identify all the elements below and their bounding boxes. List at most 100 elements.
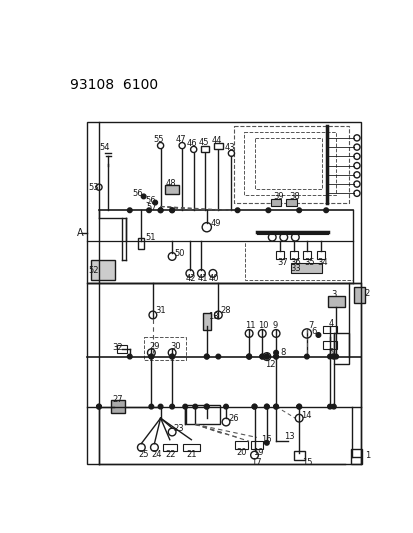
Text: 56: 56 [145, 196, 155, 205]
Text: 39: 39 [273, 192, 284, 201]
Bar [289, 251, 297, 259]
Text: 27: 27 [113, 395, 123, 404]
Text: 48: 48 [166, 179, 176, 188]
Bar [243, 132, 335, 195]
Circle shape [316, 333, 320, 337]
Text: 11: 11 [244, 321, 255, 330]
Circle shape [327, 354, 332, 359]
Text: 41: 41 [197, 274, 208, 284]
Circle shape [223, 405, 228, 409]
Bar [165, 185, 179, 194]
Text: 43: 43 [224, 143, 235, 151]
Text: 3: 3 [331, 290, 336, 300]
Text: 37: 37 [276, 258, 287, 267]
Circle shape [296, 405, 301, 409]
Bar [250, 441, 262, 449]
Bar [87, 284, 360, 464]
Circle shape [149, 354, 153, 359]
Circle shape [141, 194, 146, 199]
Circle shape [331, 354, 335, 359]
Circle shape [152, 200, 157, 205]
Text: 18: 18 [208, 312, 218, 321]
Circle shape [97, 405, 101, 409]
Bar [316, 251, 324, 259]
Text: 33: 33 [289, 263, 300, 272]
Bar [202, 313, 210, 330]
Bar [143, 337, 185, 360]
Bar [353, 287, 364, 303]
Text: 7: 7 [308, 321, 313, 330]
Circle shape [127, 208, 132, 213]
Text: 55: 55 [153, 135, 164, 144]
Circle shape [273, 354, 278, 359]
Circle shape [204, 405, 209, 409]
Bar [116, 345, 127, 353]
Bar [162, 443, 176, 451]
Circle shape [331, 405, 335, 409]
Bar [270, 199, 281, 206]
Bar [254, 138, 321, 189]
Circle shape [296, 208, 301, 213]
Bar [111, 400, 125, 413]
Circle shape [273, 354, 278, 359]
Text: 38: 38 [288, 192, 299, 201]
Text: 10: 10 [258, 321, 268, 330]
Circle shape [304, 354, 309, 359]
Circle shape [169, 208, 174, 213]
Circle shape [264, 405, 268, 409]
Circle shape [273, 405, 278, 409]
Circle shape [259, 354, 264, 359]
Circle shape [149, 354, 153, 359]
Circle shape [264, 354, 268, 359]
Text: 5: 5 [328, 348, 333, 357]
Text: 52: 52 [88, 266, 98, 275]
Text: 54: 54 [99, 143, 109, 151]
Circle shape [169, 354, 174, 359]
Circle shape [158, 208, 162, 213]
Text: 30: 30 [170, 342, 181, 351]
Text: 93108  6100: 93108 6100 [69, 78, 157, 92]
Bar [233, 126, 349, 203]
Circle shape [146, 208, 151, 213]
Text: 4: 4 [328, 319, 333, 328]
Bar [285, 199, 296, 206]
Text: 46: 46 [186, 139, 197, 148]
Text: A: A [77, 228, 83, 238]
Text: 44: 44 [211, 136, 221, 144]
Text: 50: 50 [174, 249, 185, 258]
Circle shape [169, 405, 174, 409]
Text: 13: 13 [283, 432, 294, 441]
Bar [322, 341, 336, 349]
Text: 32: 32 [112, 343, 122, 352]
Text: 2: 2 [364, 289, 369, 298]
Circle shape [192, 405, 197, 409]
Circle shape [158, 208, 162, 213]
Text: 9: 9 [272, 321, 277, 330]
Text: 34: 34 [317, 258, 328, 267]
Circle shape [127, 354, 132, 359]
Circle shape [252, 405, 256, 409]
Circle shape [169, 208, 174, 213]
Circle shape [259, 354, 264, 359]
Bar [322, 326, 336, 334]
Text: 29: 29 [150, 342, 160, 351]
Circle shape [246, 354, 251, 359]
Circle shape [204, 354, 209, 359]
Circle shape [183, 405, 187, 409]
Text: 26: 26 [228, 414, 238, 423]
Text: 53: 53 [88, 183, 99, 192]
Circle shape [264, 440, 268, 445]
Text: 6: 6 [311, 327, 316, 336]
Bar [333, 334, 349, 364]
Text: 14: 14 [301, 410, 311, 419]
Text: 57: 57 [146, 203, 156, 212]
Text: 42: 42 [185, 274, 196, 284]
Text: 45: 45 [198, 138, 209, 147]
Circle shape [273, 350, 278, 355]
Circle shape [246, 354, 251, 359]
Bar [183, 443, 199, 451]
Text: 23: 23 [173, 424, 184, 433]
Text: 22: 22 [165, 450, 175, 459]
Circle shape [264, 405, 268, 409]
Circle shape [235, 208, 239, 213]
